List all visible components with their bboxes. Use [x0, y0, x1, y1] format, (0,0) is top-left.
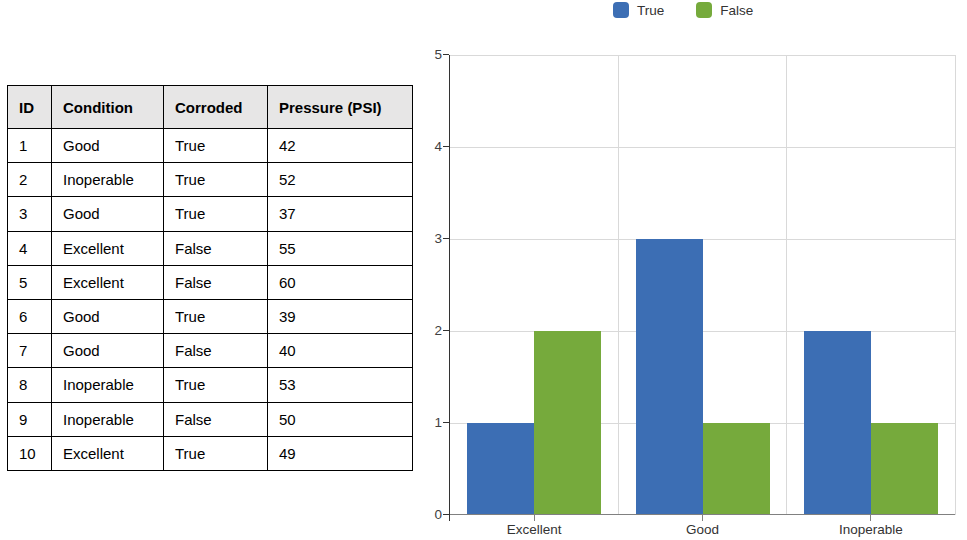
y-axis-label: 4 [408, 139, 442, 155]
y-axis-label: 0 [408, 507, 442, 523]
v-gridline [786, 55, 787, 515]
y-axis-label: 5 [408, 47, 442, 63]
bar-true-inoperable [804, 331, 871, 515]
y-axis-tick [443, 514, 449, 515]
v-gridline [955, 55, 956, 515]
bar-chart: True False 0 1 2 3 4 5 Excellent Good Inoperable [0, 0, 967, 540]
h-gridline [450, 239, 955, 240]
legend-swatch-true [613, 2, 629, 18]
bar-false-inoperable [871, 423, 938, 515]
x-axis-tick [870, 515, 871, 521]
chart-legend: True False [613, 2, 785, 18]
h-gridline [450, 331, 955, 332]
y-axis-line [449, 55, 450, 521]
y-axis-tick [443, 146, 449, 147]
legend-label: False [720, 3, 753, 18]
page: IDConditionCorrodedPressure (PSI) 1GoodT… [0, 0, 967, 540]
y-axis-tick [443, 330, 449, 331]
y-axis-tick [443, 238, 449, 239]
x-axis-tick [534, 515, 535, 521]
bar-true-good [636, 239, 703, 515]
h-gridline [450, 55, 955, 56]
y-axis-tick [443, 422, 449, 423]
bar-false-excellent [534, 331, 601, 515]
legend-label: True [637, 3, 664, 18]
legend-item-true: True [613, 2, 664, 18]
v-gridline [618, 55, 619, 515]
bar-false-good [703, 423, 770, 515]
x-axis-label: Good [633, 522, 773, 538]
bar-true-excellent [467, 423, 534, 515]
h-gridline [450, 147, 955, 148]
y-axis-tick [443, 54, 449, 55]
x-axis-label: Excellent [464, 522, 604, 538]
x-axis-tick [702, 515, 703, 521]
legend-item-false: False [696, 2, 753, 18]
y-axis-label: 2 [408, 323, 442, 339]
y-axis-label: 3 [408, 231, 442, 247]
x-axis-label: Inoperable [801, 522, 941, 538]
y-axis-label: 1 [408, 415, 442, 431]
legend-swatch-false [696, 2, 712, 18]
